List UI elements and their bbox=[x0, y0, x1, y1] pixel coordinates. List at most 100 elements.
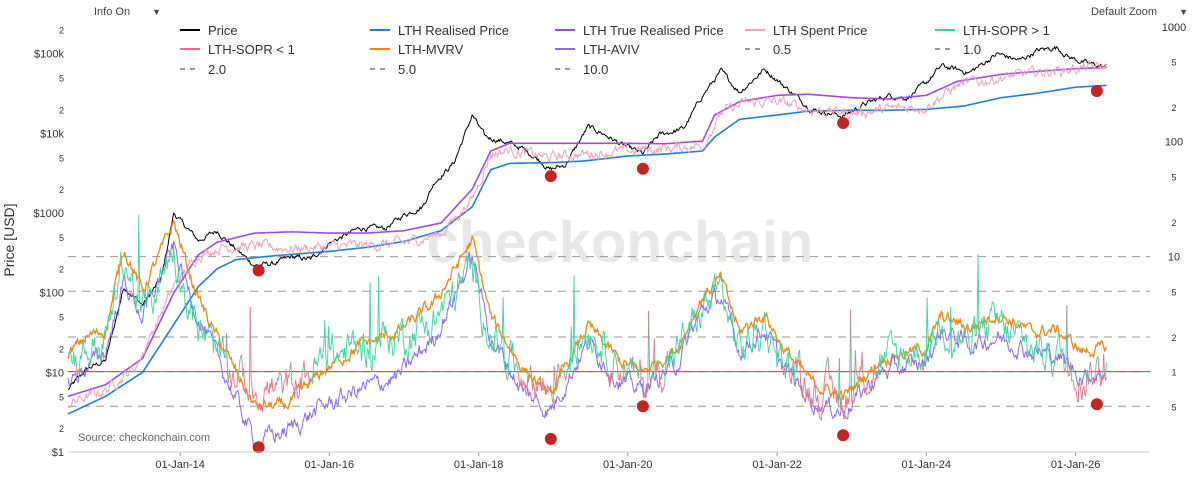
y-tick-label: 5 bbox=[59, 233, 64, 243]
legend-item: 5.0 bbox=[370, 62, 416, 77]
y-axis-label: Price [USD] bbox=[1, 203, 17, 276]
watermark: checkonchain bbox=[427, 210, 814, 275]
legend-item: 10.0 bbox=[555, 62, 608, 77]
zoom-dropdown[interactable]: Default Zoom ▼ bbox=[1091, 6, 1188, 18]
series-lth-sopr-segment bbox=[566, 362, 570, 376]
legend-item: LTH-SOPR < 1 bbox=[180, 42, 295, 57]
y2-tick-label: 2 bbox=[1171, 333, 1176, 343]
legend-item: LTH-AVIV bbox=[555, 42, 640, 57]
x-tick-label: 01-Jan-26 bbox=[1051, 459, 1101, 471]
series-lth-sopr-segment bbox=[799, 350, 826, 422]
series-lth-sopr-segment bbox=[243, 368, 250, 401]
bottom-marker bbox=[252, 264, 265, 277]
series-lth-sopr-segment bbox=[796, 349, 801, 373]
x-tick-label: 01-Jan-20 bbox=[603, 459, 653, 471]
series-lth-sopr-segment bbox=[633, 361, 638, 373]
legend-label: LTH True Realised Price bbox=[583, 23, 724, 38]
info-toggle[interactable]: Info On ▼ bbox=[94, 6, 161, 18]
legend-item: Price bbox=[180, 23, 238, 38]
series-lth-sopr-segment bbox=[278, 370, 280, 381]
zoom-dropdown-label: Default Zoom bbox=[1091, 6, 1158, 18]
series-lth-sopr-segment bbox=[249, 306, 279, 413]
info-toggle-label: Info On bbox=[94, 6, 131, 18]
bottom-marker bbox=[837, 116, 850, 129]
y-tick-label: 2 bbox=[59, 185, 64, 195]
series-lth-sopr-segment bbox=[552, 366, 555, 405]
y-tick-label: $100k bbox=[34, 49, 64, 61]
reference-lines bbox=[68, 256, 1150, 407]
series-lth-sopr-segment bbox=[285, 369, 290, 387]
x-tick-label: 01-Jan-24 bbox=[902, 459, 952, 471]
legend-label: LTH-SOPR > 1 bbox=[963, 23, 1050, 38]
legend-item: LTH True Realised Price bbox=[555, 23, 724, 38]
bottom-marker bbox=[837, 429, 850, 442]
series-lth-sopr-segment bbox=[279, 370, 286, 393]
series-lth-sopr-segment bbox=[622, 363, 626, 378]
series-lth-sopr-segment bbox=[1097, 356, 1104, 387]
y2-tick-label: 2 bbox=[1171, 103, 1176, 113]
legend-label: 0.5 bbox=[773, 42, 791, 57]
series-lth-sopr-segment bbox=[312, 255, 506, 384]
y2-tick-label: 5 bbox=[1171, 57, 1176, 67]
y-tick-label: 2 bbox=[59, 344, 64, 354]
series-lth-sopr-segment bbox=[504, 370, 508, 380]
legend-item: 2.0 bbox=[180, 62, 226, 77]
y2-tick-label: 100 bbox=[1165, 137, 1183, 149]
series-lth-sopr-segment bbox=[68, 351, 77, 367]
series-lth-sopr-segment bbox=[1103, 354, 1106, 377]
x-tick-label: 01-Jan-18 bbox=[454, 459, 504, 471]
series-lth-sopr-segment bbox=[228, 370, 240, 389]
y2-tick-label: 1 bbox=[1171, 368, 1176, 378]
legend-label: LTH-MVRV bbox=[398, 42, 464, 57]
bottom-marker bbox=[1090, 85, 1103, 98]
series-lth-sopr-segment bbox=[301, 360, 305, 373]
series-lth-sopr-segment bbox=[651, 338, 655, 378]
series-lth-sopr-segment bbox=[563, 371, 567, 381]
y2-tick-label: 5 bbox=[1171, 172, 1176, 182]
series-lth-sopr-segment bbox=[1089, 361, 1096, 387]
series-lth-sopr-segment bbox=[824, 357, 829, 374]
legend-item: 1.0 bbox=[935, 42, 981, 57]
axes-group: $1 2 5 $10 2 5 $100 2 5 $1000 2 5 $10k 2 5 $100k 2 5 1 2 5 10… bbox=[33, 22, 1186, 471]
series-lth-sopr-segment bbox=[569, 275, 608, 372]
series-lth-sopr-segment bbox=[838, 358, 851, 420]
bottom-marker bbox=[252, 441, 265, 454]
series-lth-sopr-segment bbox=[530, 365, 554, 405]
series-lth-sopr-segment bbox=[617, 366, 624, 382]
legend-item: 0.5 bbox=[745, 42, 791, 57]
y2-tick-label: 5 bbox=[1171, 402, 1176, 412]
source-label: Source: checkonchain.com bbox=[78, 432, 210, 444]
series-lth-sopr-segment bbox=[785, 351, 790, 379]
x-tick-label: 01-Jan-14 bbox=[155, 459, 205, 471]
y-tick-label: 5 bbox=[59, 392, 64, 402]
series-lth-sopr-segment bbox=[625, 356, 634, 383]
legend-label: 2.0 bbox=[208, 62, 226, 77]
series-lth-realised-price bbox=[67, 84, 1107, 415]
zoom-chevron-down-icon: ▼ bbox=[1179, 7, 1188, 17]
series-lth-mvrv bbox=[67, 218, 1108, 412]
info-chevron-down-icon: ▼ bbox=[152, 7, 161, 17]
y-tick-label: 5 bbox=[59, 313, 64, 323]
bottom-marker bbox=[1090, 398, 1103, 411]
legend: Price LTH Realised Price LTH True Realised… bbox=[180, 23, 1050, 77]
series-lth-sopr-segment bbox=[873, 364, 876, 376]
series-lth-sopr-segment bbox=[639, 359, 649, 398]
series-lth-sopr-segment bbox=[854, 350, 860, 381]
y-tick-label: 5 bbox=[59, 74, 64, 84]
series-lth-sopr-segment bbox=[556, 363, 560, 373]
legend-item: LTH Realised Price bbox=[370, 23, 509, 38]
series-lth-sopr-segment bbox=[1105, 362, 1107, 376]
series-lth-sopr-segment bbox=[507, 339, 519, 380]
series-lth-spent-price bbox=[67, 59, 1107, 409]
series-lth-sopr-segment bbox=[827, 357, 839, 408]
series-lth-sopr-segment bbox=[303, 360, 313, 385]
series-lth-sopr-segment bbox=[561, 368, 564, 373]
series-lth-sopr-segment bbox=[238, 354, 243, 373]
y-tick-label: $10 bbox=[46, 367, 64, 379]
bottom-marker bbox=[636, 400, 649, 413]
series-lth-sopr-segment bbox=[553, 366, 558, 392]
series-lth-sopr-segment bbox=[517, 370, 530, 397]
y-tick-label: $10k bbox=[40, 128, 64, 140]
series-lth-sopr-segment bbox=[788, 371, 793, 385]
